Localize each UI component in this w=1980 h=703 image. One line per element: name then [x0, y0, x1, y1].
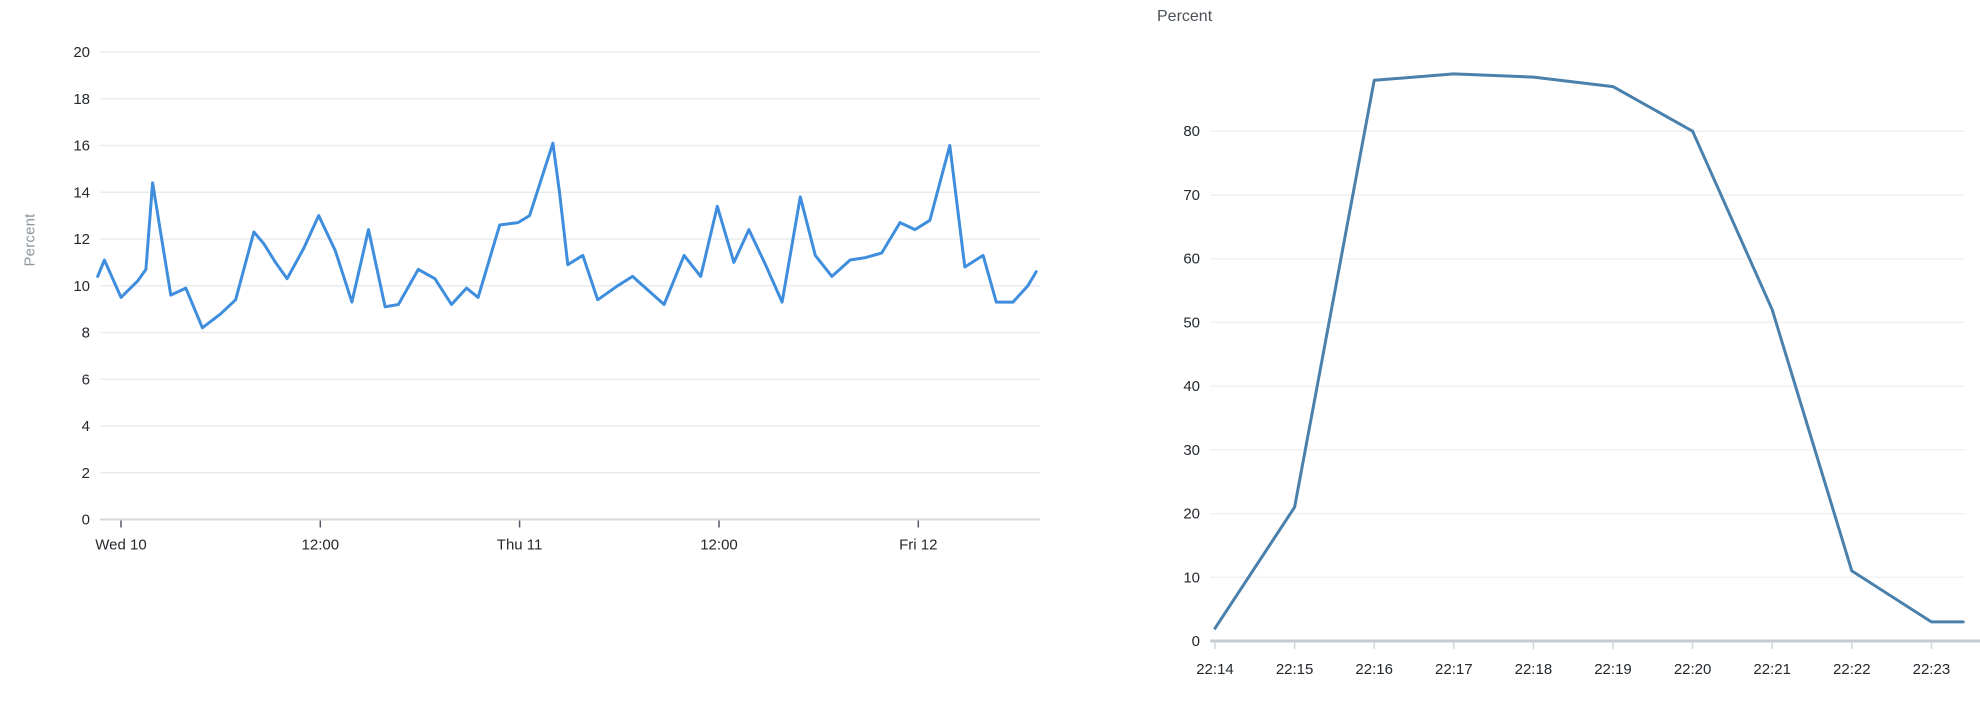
x-tick-label: Fri 12: [899, 537, 937, 554]
y-tick-label: 18: [73, 91, 90, 108]
y-tick-label: 70: [1183, 187, 1200, 204]
x-tick-label: 22:22: [1833, 661, 1871, 678]
y-tick-label: 30: [1183, 442, 1200, 459]
left-chart-plot-area[interactable]: 0 2 4 6 8 10 12 14 16 18 20 Wed 10 12:00 Thu 11 12:00 F…: [0, 0, 1100, 580]
x-tick-label: Thu 11: [497, 537, 543, 554]
percent-chart-3day-widget: Percent 0 2 4 6 8 10 12 14 16 18 20 Wed 10 12:00 Thu …: [0, 0, 1100, 580]
x-tick-label: 22:15: [1276, 661, 1314, 678]
x-axis-ticks: [1214, 642, 1933, 649]
y-tick-label: 20: [73, 44, 90, 61]
percent-series-10min[interactable]: [1213, 72, 1965, 630]
y-tick-label: 4: [82, 418, 90, 435]
x-tick-label: 22:23: [1913, 661, 1951, 678]
y-tick-label: 10: [1183, 569, 1200, 586]
x-tick-label: 22:17: [1435, 661, 1473, 678]
y-tick-label: 0: [1192, 633, 1200, 650]
x-tick-label: 22:19: [1594, 661, 1632, 678]
y-tick-label: 50: [1183, 314, 1200, 331]
y-tick-label: 16: [73, 138, 90, 155]
y-tick-label: 80: [1183, 123, 1200, 140]
y-axis-labels: 0 2 4 6 8 10 12 14 16 18 20: [73, 44, 90, 529]
x-axis-ticks: [120, 520, 920, 528]
y-tick-label: 0: [82, 512, 90, 529]
x-tick-label: 22:20: [1674, 661, 1712, 678]
y-tick-label: 10: [73, 278, 90, 295]
percent-series-3day[interactable]: [96, 141, 1038, 330]
y-tick-label: 2: [82, 465, 90, 482]
y-tick-label: 8: [82, 325, 90, 342]
gridlines: [100, 51, 1040, 474]
y-tick-label: 6: [82, 371, 90, 388]
x-axis-labels: 22:14 22:15 22:16 22:17 22:18 22:19 22:20 22:21…: [1196, 661, 1950, 678]
y-tick-label: 20: [1183, 506, 1200, 523]
x-tick-label: 12:00: [302, 537, 340, 554]
x-tick-label: 22:21: [1753, 661, 1791, 678]
x-tick-label: 22:18: [1515, 661, 1553, 678]
gridlines: [1210, 130, 1965, 579]
y-tick-label: 60: [1183, 251, 1200, 268]
x-tick-label: 22:14: [1196, 661, 1234, 678]
y-tick-label: 12: [73, 231, 90, 248]
percent-chart-10min-widget: Percent 0 10 20 30 40 50 60 70 80 22:14 22:15 22:16…: [1130, 0, 1980, 703]
x-tick-label: 22:16: [1355, 661, 1393, 678]
right-chart-y-axis-title: Percent: [1157, 8, 1213, 25]
x-axis-labels: Wed 10 12:00 Thu 11 12:00 Fri 12: [95, 537, 937, 554]
y-tick-label: 40: [1183, 378, 1200, 395]
x-tick-label: Wed 10: [95, 537, 146, 554]
x-tick-label: 12:00: [700, 537, 738, 554]
y-tick-label: 14: [73, 184, 90, 201]
y-axis-labels: 0 10 20 30 40 50 60 70 80: [1183, 123, 1200, 650]
